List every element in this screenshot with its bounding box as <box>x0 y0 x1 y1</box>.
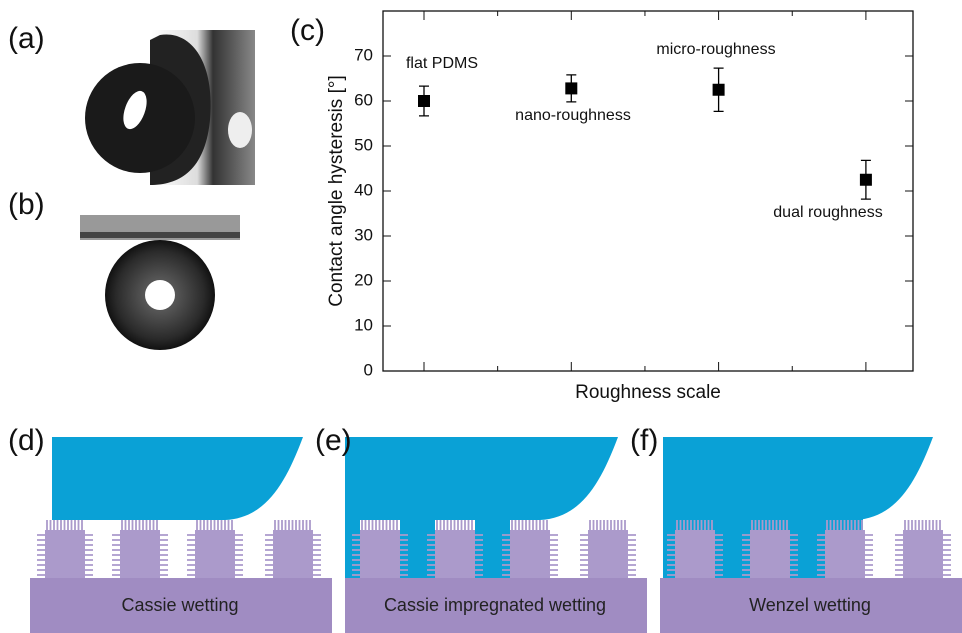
pillar <box>675 530 715 578</box>
wetting-diagram: Cassie wetting (d) <box>8 424 332 633</box>
wetting-diagram: Wenzel wetting (f) <box>630 424 962 633</box>
pillar <box>195 530 235 578</box>
panel-label: (c) <box>290 14 325 47</box>
point-label: dual roughness <box>773 204 882 221</box>
y-tick-label: 60 <box>354 90 373 109</box>
photo-a <box>85 30 255 185</box>
y-tick-label: 20 <box>354 270 373 289</box>
y-tick-label: 40 <box>354 180 373 199</box>
pillar <box>510 530 550 578</box>
data-point <box>860 174 872 186</box>
panel-label: (b) <box>8 188 45 221</box>
pillar <box>435 530 475 578</box>
y-tick-label: 30 <box>354 225 373 244</box>
y-tick-label: 50 <box>354 135 373 154</box>
pillar <box>273 530 313 578</box>
data-point <box>713 84 725 96</box>
pillar <box>903 530 943 578</box>
panel-label: (d) <box>8 424 45 457</box>
wetting-diagram: Cassie impregnated wetting (e) <box>315 424 647 633</box>
pillar <box>588 530 628 578</box>
panel-label: (e) <box>315 424 352 457</box>
diagram-caption: Cassie wetting <box>121 595 238 615</box>
point-label: nano-roughness <box>515 107 631 124</box>
droplet <box>345 437 618 520</box>
x-axis-label: Roughness scale <box>575 382 721 403</box>
point-label: micro-roughness <box>656 41 775 58</box>
y-axis-label: Contact angle hysteresis [°] <box>326 75 347 307</box>
y-tick-label: 0 <box>364 360 373 379</box>
pillar <box>120 530 160 578</box>
pillar <box>825 530 865 578</box>
photo-b <box>80 215 240 350</box>
droplet <box>52 437 303 520</box>
pillar <box>750 530 790 578</box>
pillar <box>45 530 85 578</box>
panel-label: (a) <box>8 22 45 55</box>
data-point <box>565 82 577 94</box>
panel-label: (f) <box>630 424 658 457</box>
data-point <box>418 95 430 107</box>
liquid-fill <box>400 515 435 578</box>
diagram-caption: Wenzel wetting <box>749 595 871 615</box>
droplet <box>663 437 933 520</box>
diagram-caption: Cassie impregnated wetting <box>384 595 606 615</box>
liquid-fill <box>345 515 360 578</box>
y-tick-label: 10 <box>354 315 373 334</box>
liquid-fill <box>475 515 510 578</box>
figure: (a) (b) (c) 0 10 20 30 40 50 60 70 Roughness sca… <box>0 0 962 633</box>
pillar <box>360 530 400 578</box>
point-label: flat PDMS <box>406 55 478 72</box>
y-tick-label: 70 <box>354 45 373 64</box>
